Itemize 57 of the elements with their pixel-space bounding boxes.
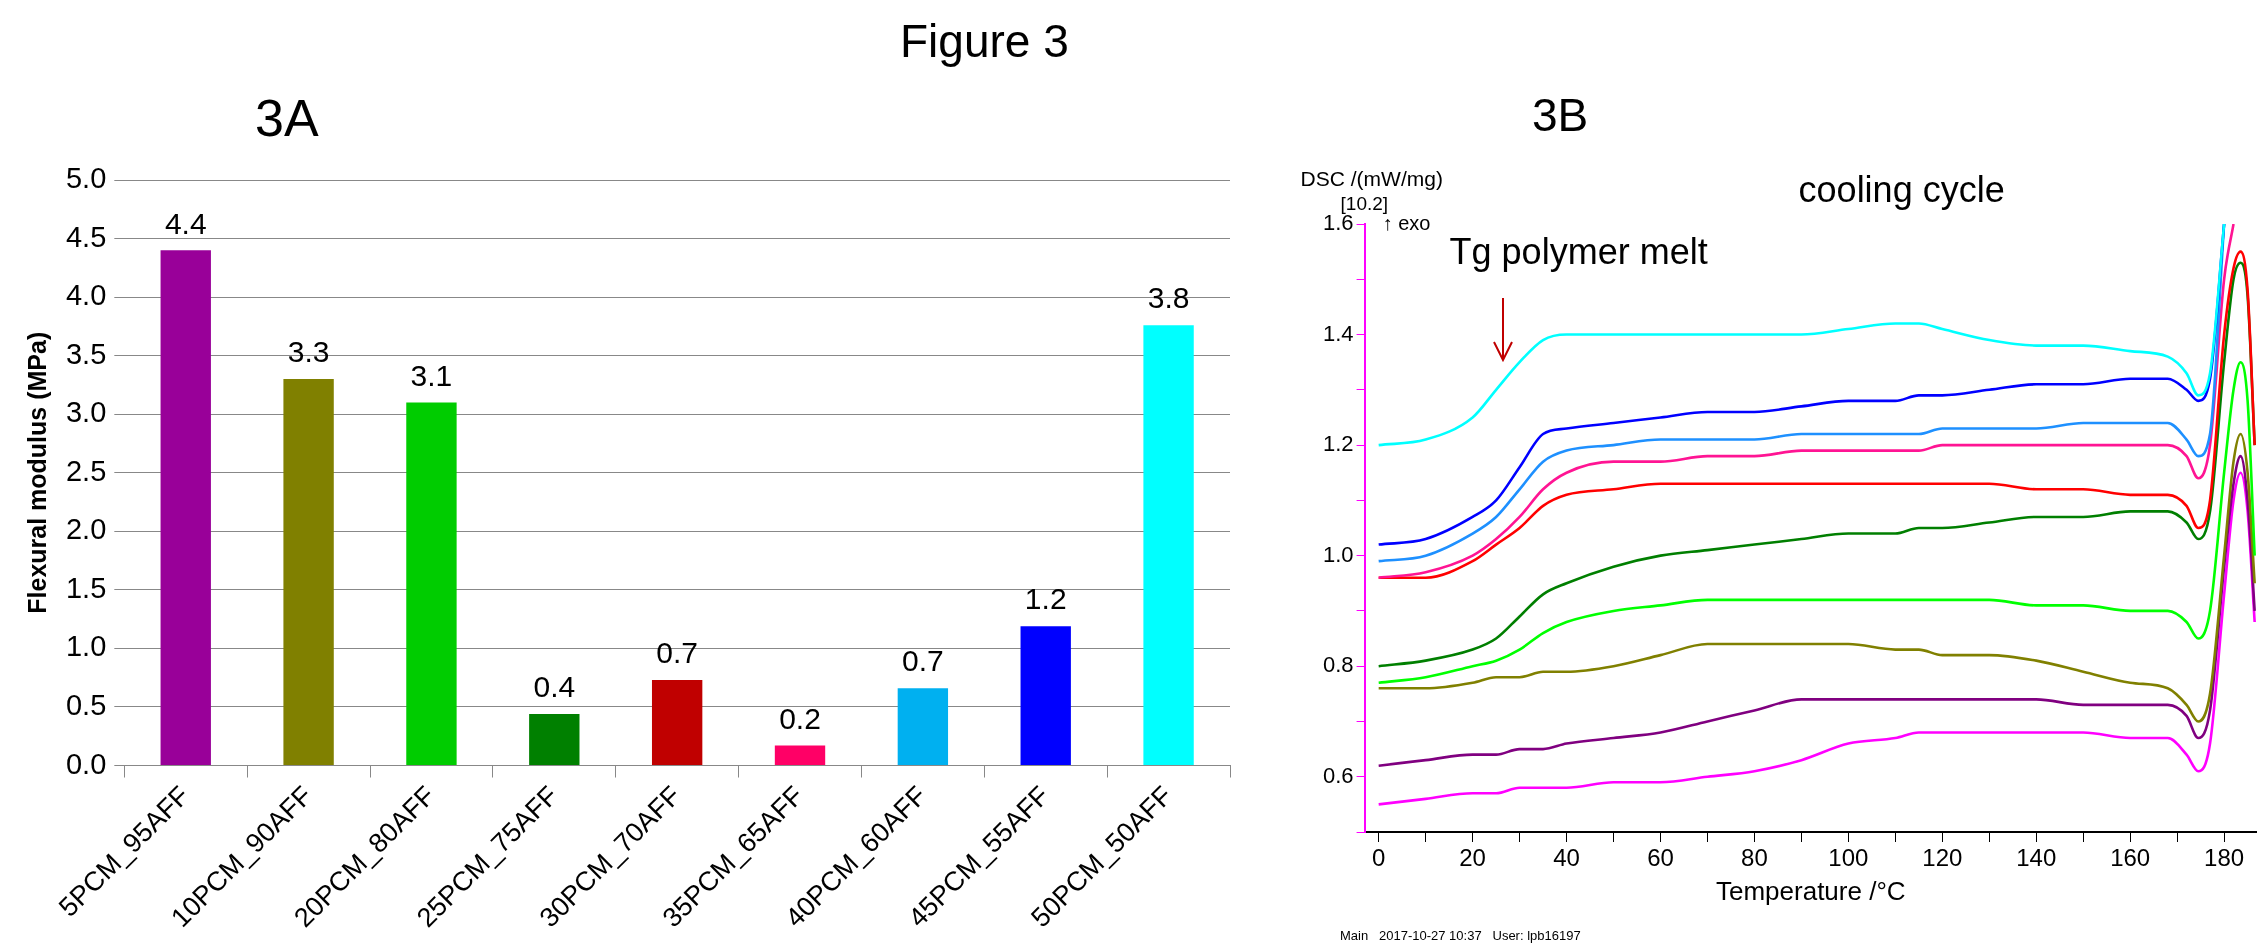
y-tick-label: 1.5 [65, 571, 107, 604]
x-tick-label: 80 [1741, 844, 1768, 872]
x-tick-label: 120 [1922, 844, 1963, 872]
chart-title: Figure 3 [900, 14, 1069, 68]
data-label: 1.2 [1024, 582, 1067, 616]
data-label: 0.4 [533, 670, 576, 704]
chart-title: 3B [1532, 88, 1589, 142]
y-tick-label: 1.0 [1322, 541, 1354, 567]
y-tick-label: 1.0 [65, 630, 107, 663]
bar [406, 402, 457, 766]
bar [1143, 325, 1194, 766]
x-tick-label: 20 [1459, 844, 1486, 872]
y-tick-label: 1.2 [1322, 431, 1354, 457]
x-tick-label: 60 [1647, 844, 1674, 872]
bar [160, 250, 211, 766]
x-tick-label: 40 [1553, 844, 1580, 872]
line-series [1377, 454, 2256, 767]
y-tick-label: 2.0 [65, 513, 107, 546]
data-label: 3.3 [287, 335, 330, 369]
chart-subtitle: 3A [255, 88, 319, 148]
y-tick-label: 0.6 [1322, 762, 1354, 788]
x-tick-label: 180 [2204, 844, 2245, 872]
y-tick-label: 3.5 [65, 337, 107, 370]
y-tick-label: 3.0 [65, 396, 107, 429]
bar [774, 745, 826, 766]
line-series [1377, 432, 2256, 723]
x-tick-label: 100 [1828, 844, 1869, 872]
x-tick-label: 140 [2016, 844, 2057, 872]
y-tick-label: 4.0 [65, 279, 107, 312]
y-tick-label: 1.4 [1322, 320, 1354, 346]
y-tick-label: 5.0 [65, 162, 107, 194]
bar [1020, 626, 1071, 766]
y-tick-label: 2.5 [65, 454, 107, 487]
line-series [1377, 471, 2256, 806]
data-label: 0.7 [902, 644, 944, 678]
data-label: 3.8 [1147, 281, 1190, 315]
line-series [1377, 360, 2256, 685]
data-label: 3.1 [410, 358, 453, 392]
y-tick-label: 0.5 [65, 688, 107, 721]
bar [897, 688, 949, 766]
x-tick-label: 160 [2110, 844, 2151, 872]
annotation: Tg polymer melt [1449, 231, 1708, 272]
data-label: 0.2 [779, 701, 821, 735]
bar [651, 680, 703, 766]
y-axis-title: DSC /(mW/mg) [1300, 167, 1443, 190]
text: Main 2017-10-27 10:37 User: lpb16197 [1340, 928, 1581, 943]
x-tick-label: 0 [1371, 844, 1386, 872]
y-tick-label: 0.0 [65, 747, 107, 780]
bar [283, 379, 334, 766]
data-label: 4.4 [164, 206, 207, 240]
x-axis-title: Temperature /°C [1715, 875, 1906, 906]
y-axis-title: Flexural modulus (MPa) [22, 331, 51, 614]
bar [529, 713, 580, 766]
y-tick-label: 0.8 [1322, 652, 1354, 678]
data-label: 0.7 [656, 636, 699, 670]
text: cooling cycle [1798, 169, 2005, 210]
y-tick-label: 4.5 [65, 220, 107, 253]
